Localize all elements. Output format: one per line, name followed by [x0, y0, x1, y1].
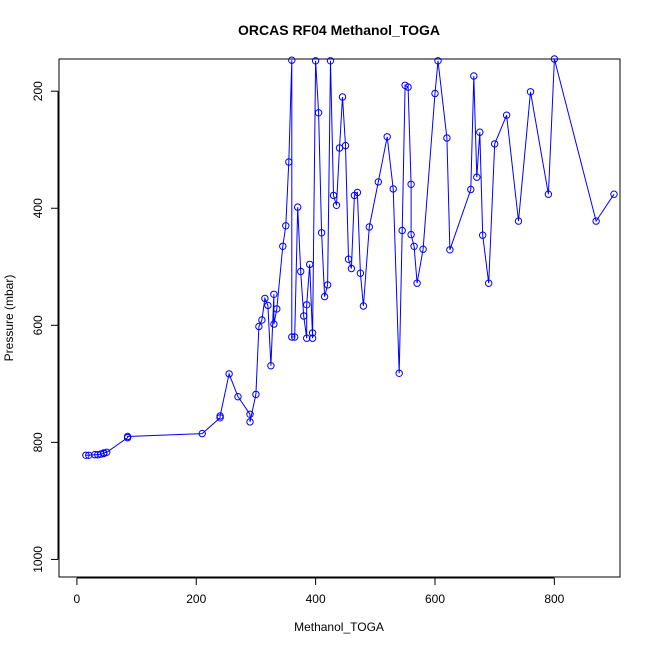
data-point [413, 279, 421, 287]
data-point [467, 185, 475, 194]
data-point [365, 223, 373, 231]
data-point [356, 269, 365, 277]
data-point [279, 242, 287, 251]
data-point [303, 301, 311, 309]
data-point [410, 242, 418, 251]
data-point [306, 260, 314, 269]
data-point [308, 329, 317, 337]
data-point [526, 88, 535, 96]
data-point [216, 412, 224, 420]
y-axis: 200 400 600 800 1000 [31, 81, 59, 573]
data-point [374, 178, 382, 186]
data-point [329, 191, 338, 200]
data-point [267, 362, 275, 370]
x-tick-label: 0 [74, 592, 81, 606]
y-tick-label: 200 [31, 81, 45, 101]
x-tick-label: 200 [186, 592, 206, 606]
data-point [311, 57, 320, 65]
x-tick-label: 400 [306, 592, 326, 606]
y-tick-label: 1000 [31, 546, 45, 573]
data-point [491, 140, 499, 148]
data-point [100, 449, 108, 457]
data-point [347, 264, 356, 273]
y-tick-label: 400 [31, 198, 45, 218]
data-point [291, 333, 299, 341]
data-point [82, 451, 90, 459]
data-point [431, 89, 439, 98]
data-point [341, 141, 350, 150]
data-point [288, 333, 296, 341]
plot-area [82, 55, 618, 459]
data-point [103, 448, 111, 456]
data-point [479, 231, 487, 239]
data-point [273, 305, 281, 313]
data-point [550, 55, 559, 63]
data-point [297, 267, 305, 276]
data-point [383, 133, 391, 141]
x-axis: 0 200 400 600 800 [74, 577, 565, 606]
data-point [443, 134, 451, 142]
data-point [359, 302, 368, 310]
data-point [261, 294, 269, 303]
x-axis-label: Methanol_TOGA [294, 620, 384, 634]
data-point [264, 301, 272, 310]
data-point [514, 217, 523, 225]
data-point [255, 322, 263, 331]
data-point [314, 109, 323, 117]
data-point [404, 83, 412, 91]
x-tick-label: 600 [425, 592, 445, 606]
data-point [476, 128, 484, 136]
y-tick-label: 600 [31, 315, 45, 335]
data-point [407, 180, 415, 189]
data-point [419, 245, 427, 253]
series-line [85, 58, 615, 456]
data-point [502, 111, 511, 119]
data-point [434, 57, 442, 65]
data-point [270, 320, 278, 328]
y-axis-label: Pressure (mbar) [2, 275, 16, 362]
x-tick-label: 800 [544, 592, 564, 606]
data-point [225, 370, 233, 378]
data-point [592, 217, 600, 225]
data-point [544, 190, 553, 198]
data-point [344, 255, 353, 263]
data-point [323, 281, 332, 289]
data-point [326, 57, 335, 65]
data-point [294, 203, 302, 211]
data-point [317, 229, 326, 237]
y-tick-label: 800 [31, 432, 45, 452]
data-point [320, 292, 329, 301]
data-point [246, 410, 254, 418]
data-point [473, 173, 481, 181]
data-point [252, 390, 260, 399]
data-point [258, 316, 266, 324]
data-point [407, 230, 415, 239]
data-point [610, 190, 618, 198]
data-point [353, 188, 362, 197]
data-point [300, 312, 308, 320]
data-point [288, 56, 296, 64]
data-point [308, 334, 317, 342]
data-point [332, 201, 341, 210]
plot-frame [58, 58, 621, 578]
data-point [270, 290, 278, 298]
data-point [234, 393, 242, 401]
data-point [389, 185, 397, 193]
data-point [470, 72, 478, 80]
data-point [485, 279, 493, 287]
data-point [285, 158, 293, 166]
data-point [446, 246, 454, 254]
data-point [395, 369, 403, 377]
data-point [338, 93, 347, 101]
data-point [282, 222, 290, 230]
chart-title: ORCAS RF04 Methanol_TOGA [238, 22, 440, 38]
data-point [123, 432, 132, 441]
data-point [198, 429, 206, 438]
data-point [398, 226, 406, 235]
data-point [246, 418, 254, 426]
